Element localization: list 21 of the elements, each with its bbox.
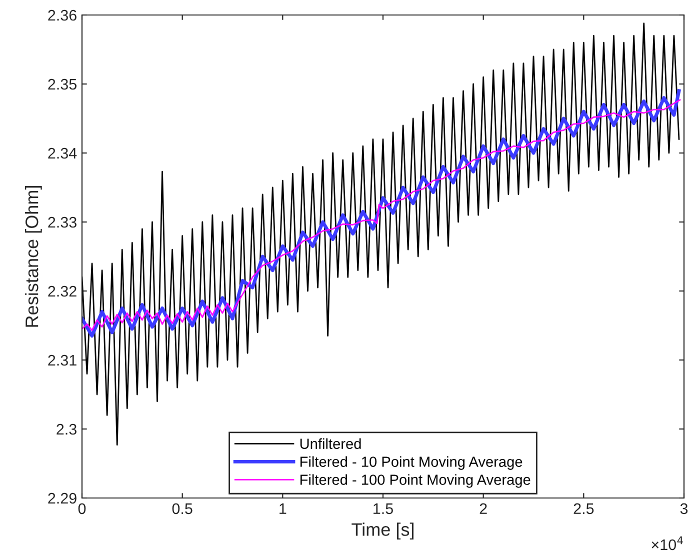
y-axis-title: Resistance [Ohm] — [25, 186, 42, 327]
y-tick-label: 2.3 — [56, 424, 76, 435]
y-tick-label: 2.34 — [48, 148, 77, 159]
x-tick-label: 2.5 — [574, 503, 594, 514]
legend-label: Filtered - 10 Point Moving Average — [300, 456, 522, 470]
text: ×10$^{4}$ — [652, 536, 683, 550]
y-tick-label: 2.33 — [48, 216, 76, 228]
legend-label: Filtered - 100 Point Moving Average — [300, 474, 530, 488]
x-tick-label: 0 — [78, 503, 86, 514]
legend-label: Unfiltered — [300, 438, 361, 449]
x-axis-title: Time [s] — [352, 522, 414, 540]
x-tick-label: 2 — [480, 503, 487, 514]
y-tick-label: 2.32 — [48, 286, 76, 297]
y-tick-label: 2.35 — [48, 78, 76, 90]
x-tick-label: 0.5 — [172, 503, 192, 514]
y-tick-label: 2.31 — [48, 354, 76, 366]
x-tick-label: 3 — [680, 503, 688, 514]
x-tick-label: 1.5 — [374, 503, 393, 514]
x-tick-label: 1 — [280, 503, 286, 514]
y-tick-label: 2.36 — [48, 10, 76, 21]
y-tick-label: 2.29 — [48, 492, 76, 504]
